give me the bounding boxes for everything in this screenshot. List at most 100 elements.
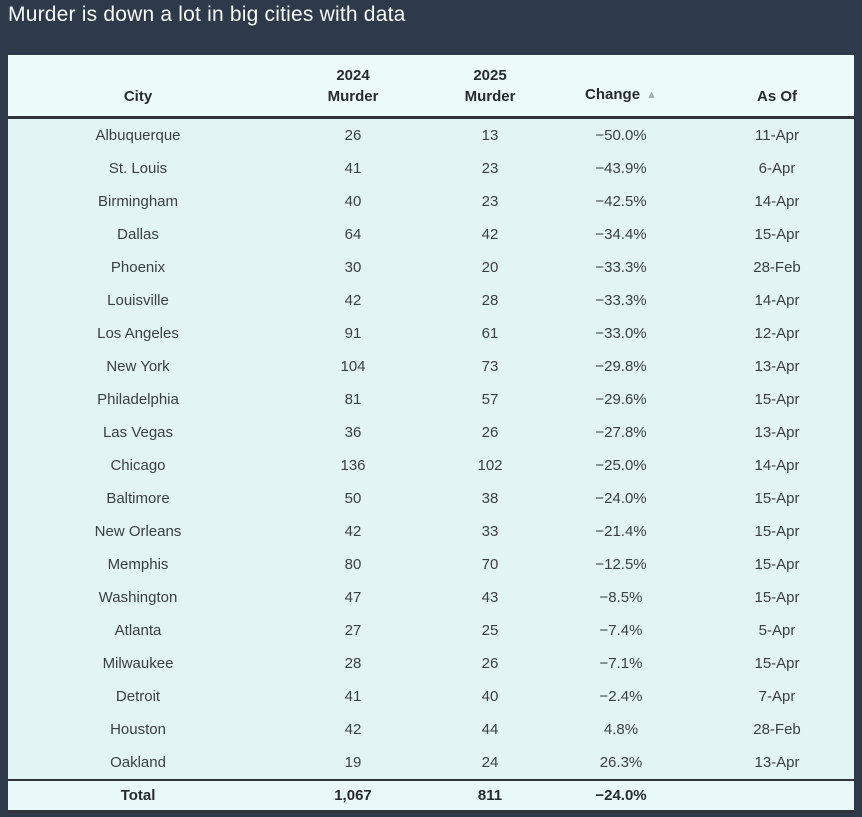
murders-2025-cell: 33 xyxy=(438,515,542,548)
murders-2024-cell: 42 xyxy=(268,515,438,548)
as-of-cell: 15-Apr xyxy=(700,647,854,680)
table-row: Phoenix 30 20 −33.3% 28-Feb xyxy=(8,251,854,284)
table-header: City 2024 Murder 2025 Murder Change ▲ As Of xyxy=(8,55,854,119)
city-cell: Washington xyxy=(8,581,268,614)
change-cell: −7.1% xyxy=(542,647,700,680)
column-header-city[interactable]: City xyxy=(8,55,268,119)
murders-2024-cell: 27 xyxy=(268,614,438,647)
city-cell: Atlanta xyxy=(8,614,268,647)
total-row: Total 1,067 811 −24.0% xyxy=(8,779,854,812)
murders-2024-cell: 36 xyxy=(268,416,438,449)
change-cell: −7.4% xyxy=(542,614,700,647)
change-cell: −12.5% xyxy=(542,548,700,581)
city-cell: St. Louis xyxy=(8,152,268,185)
murders-2024-cell: 26 xyxy=(268,117,438,152)
change-cell: −29.6% xyxy=(542,383,700,416)
murders-2024-cell: 40 xyxy=(268,185,438,218)
murders-2024-cell: 80 xyxy=(268,548,438,581)
murders-2024-cell: 91 xyxy=(268,317,438,350)
city-cell: Milwaukee xyxy=(8,647,268,680)
change-cell: −33.0% xyxy=(542,317,700,350)
murders-2024-cell: 50 xyxy=(268,482,438,515)
table-row: Los Angeles 91 61 −33.0% 12-Apr xyxy=(8,317,854,350)
change-cell: −8.5% xyxy=(542,581,700,614)
table-row: Houston 42 44 4.8% 28-Feb xyxy=(8,713,854,746)
column-header-m2025[interactable]: 2025 Murder xyxy=(438,55,542,119)
change-cell: −25.0% xyxy=(542,449,700,482)
change-cell: 4.8% xyxy=(542,713,700,746)
change-cell: −34.4% xyxy=(542,218,700,251)
murders-2024-cell: 81 xyxy=(268,383,438,416)
table-row: Detroit 41 40 −2.4% 7-Apr xyxy=(8,680,854,713)
table-row: Dallas 64 42 −34.4% 15-Apr xyxy=(8,218,854,251)
table-row: Atlanta 27 25 −7.4% 5-Apr xyxy=(8,614,854,647)
change-cell: −42.5% xyxy=(542,185,700,218)
table-row: Washington 47 43 −8.5% 15-Apr xyxy=(8,581,854,614)
total-2024-cell: 1,067 xyxy=(268,779,438,812)
change-cell: −27.8% xyxy=(542,416,700,449)
as-of-cell: 28-Feb xyxy=(700,251,854,284)
murders-2025-cell: 102 xyxy=(438,449,542,482)
column-header-asof[interactable]: As Of xyxy=(700,55,854,119)
as-of-cell: 7-Apr xyxy=(700,680,854,713)
table-footer: Total 1,067 811 −24.0% xyxy=(8,779,854,812)
column-header-m2024[interactable]: 2024 Murder xyxy=(268,55,438,119)
city-cell: Birmingham xyxy=(8,185,268,218)
as-of-cell: 15-Apr xyxy=(700,482,854,515)
change-cell: −2.4% xyxy=(542,680,700,713)
as-of-cell: 5-Apr xyxy=(700,614,854,647)
as-of-cell: 13-Apr xyxy=(700,350,854,383)
murders-2025-cell: 28 xyxy=(438,284,542,317)
murders-2025-cell: 24 xyxy=(438,746,542,780)
change-cell: −50.0% xyxy=(542,117,700,152)
murders-2024-cell: 42 xyxy=(268,713,438,746)
city-cell: Albuquerque xyxy=(8,117,268,152)
column-header-label: As Of xyxy=(756,88,797,105)
city-cell: New Orleans xyxy=(8,515,268,548)
as-of-cell: 15-Apr xyxy=(700,218,854,251)
change-cell: −24.0% xyxy=(542,482,700,515)
table-row: Oakland 19 24 26.3% 13-Apr xyxy=(8,746,854,780)
column-header-change[interactable]: Change ▲ xyxy=(542,55,700,119)
table-row: Memphis 80 70 −12.5% 15-Apr xyxy=(8,548,854,581)
table-row: Las Vegas 36 26 −27.8% 13-Apr xyxy=(8,416,854,449)
column-header-label: Change xyxy=(585,86,641,103)
column-header-label: Murder xyxy=(464,88,516,105)
murders-2024-cell: 19 xyxy=(268,746,438,780)
column-header-label: City xyxy=(123,88,153,105)
sort-ascending-icon: ▲ xyxy=(646,89,657,101)
as-of-cell: 14-Apr xyxy=(700,185,854,218)
table-row: Chicago 136 102 −25.0% 14-Apr xyxy=(8,449,854,482)
change-cell: −21.4% xyxy=(542,515,700,548)
murders-2024-cell: 28 xyxy=(268,647,438,680)
murders-2025-cell: 25 xyxy=(438,614,542,647)
table-row: Baltimore 50 38 −24.0% 15-Apr xyxy=(8,482,854,515)
as-of-cell: 6-Apr xyxy=(700,152,854,185)
table-row: Birmingham 40 23 −42.5% 14-Apr xyxy=(8,185,854,218)
city-cell: New York xyxy=(8,350,268,383)
murders-2025-cell: 38 xyxy=(438,482,542,515)
total-2025-cell: 811 xyxy=(438,779,542,812)
murders-2025-cell: 23 xyxy=(438,185,542,218)
change-cell: −33.3% xyxy=(542,251,700,284)
murders-2025-cell: 61 xyxy=(438,317,542,350)
city-cell: Las Vegas xyxy=(8,416,268,449)
as-of-cell: 15-Apr xyxy=(700,383,854,416)
murders-2025-cell: 26 xyxy=(438,416,542,449)
column-header-line1: 2025 xyxy=(473,67,507,84)
city-cell: Chicago xyxy=(8,449,268,482)
murders-2024-cell: 136 xyxy=(268,449,438,482)
murders-2025-cell: 57 xyxy=(438,383,542,416)
murders-2025-cell: 13 xyxy=(438,117,542,152)
as-of-cell: 12-Apr xyxy=(700,317,854,350)
city-cell: Phoenix xyxy=(8,251,268,284)
change-cell: −29.8% xyxy=(542,350,700,383)
city-cell: Oakland xyxy=(8,746,268,780)
city-cell: Houston xyxy=(8,713,268,746)
murders-2024-cell: 41 xyxy=(268,680,438,713)
as-of-cell: 15-Apr xyxy=(700,581,854,614)
murders-2024-cell: 47 xyxy=(268,581,438,614)
murder-stats-table-container: City 2024 Murder 2025 Murder Change ▲ As Of Alb… xyxy=(8,55,854,813)
murders-2025-cell: 23 xyxy=(438,152,542,185)
